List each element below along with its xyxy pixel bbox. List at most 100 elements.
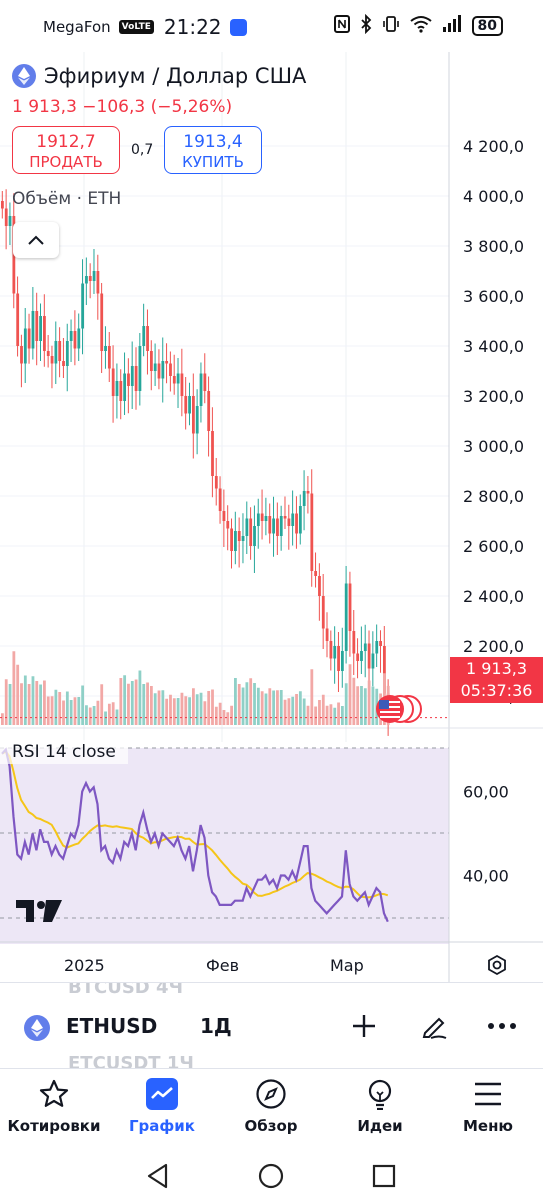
volume-bar: [27, 684, 31, 725]
candle: [54, 341, 58, 364]
notification-app-icon: [229, 18, 247, 36]
volume-bar: [104, 711, 107, 725]
volume-bar: [81, 685, 85, 725]
candle: [237, 531, 241, 541]
more-options-icon[interactable]: [486, 1010, 518, 1042]
economic-events-icon[interactable]: [374, 692, 424, 726]
volume-bar: [50, 696, 54, 725]
candle: [298, 506, 302, 534]
chart-settings-icon[interactable]: [486, 954, 508, 980]
volume-bar: [138, 670, 142, 725]
volume-bar: [340, 706, 344, 725]
bluetooth-icon: [360, 13, 372, 38]
candle: [58, 341, 62, 361]
symbol-title: Эфириум / Доллар США: [44, 64, 307, 88]
nav-item-quotes[interactable]: Котировки: [4, 1069, 104, 1153]
tradingview-logo-icon[interactable]: [16, 900, 62, 926]
volume-bar: [363, 688, 367, 725]
candle: [302, 491, 306, 506]
candle: [111, 368, 115, 396]
back-icon[interactable]: [142, 1160, 174, 1192]
candle: [46, 351, 50, 356]
candle: [245, 518, 249, 536]
nav-label: Котировки: [7, 1117, 101, 1135]
candle: [211, 431, 214, 476]
volume-bar: [88, 707, 92, 725]
recents-icon[interactable]: [368, 1160, 400, 1192]
candle: [306, 491, 310, 494]
candle: [81, 283, 85, 329]
candle: [35, 311, 39, 341]
candle: [352, 631, 356, 654]
candle: [27, 328, 31, 349]
buy-button[interactable]: 1913,4 КУПИТЬ: [164, 126, 262, 174]
candle: [23, 328, 27, 364]
candle: [375, 641, 379, 654]
volume-bar: [264, 693, 268, 725]
volume-bar: [96, 700, 100, 725]
candle: [43, 316, 46, 351]
volume-bar: [291, 696, 295, 725]
price-axis-label: 3 000,0: [463, 437, 524, 456]
price-axis-label: 2 800,0: [463, 487, 524, 506]
chart-area[interactable]: 4 200,0 4 000,0 3 800,0 3 600,0 3 400,0 3 200…: [0, 52, 543, 982]
candle: [226, 521, 230, 529]
volume-bar: [237, 684, 241, 725]
collapse-legend-button[interactable]: [13, 222, 59, 258]
candle-countdown: 05:37:36: [460, 681, 533, 700]
volume-bar: [260, 691, 264, 725]
candle: [92, 271, 96, 281]
volume-bar: [146, 682, 149, 725]
volume-bar: [20, 683, 23, 725]
compass-icon: [254, 1077, 288, 1111]
candle: [172, 376, 176, 384]
price-axis-label: 3 200,0: [463, 387, 524, 406]
volume-bar: [211, 689, 214, 725]
symbol-header[interactable]: Эфириум / Доллар США: [12, 64, 306, 88]
price-axis-label: 2 400,0: [463, 587, 524, 606]
volume-bar: [234, 678, 237, 725]
price-axis-label: 2 200,0: [463, 637, 524, 656]
bottom-navigation: Котировки График Обзор Идеи Меню: [0, 1068, 543, 1152]
volume-bar: [65, 691, 69, 725]
candle: [230, 528, 233, 551]
volume-bar: [111, 702, 115, 725]
volume-bar: [287, 698, 291, 725]
nav-item-overview[interactable]: Обзор: [221, 1069, 321, 1153]
volume-bar: [268, 688, 272, 725]
volume-bar: [149, 686, 153, 725]
candle: [39, 316, 42, 341]
price-axis-label: 3 600,0: [463, 287, 524, 306]
candle: [142, 326, 146, 346]
candle: [203, 373, 207, 391]
candle: [344, 583, 348, 651]
price-change-percent: (−5,26%): [150, 97, 233, 117]
ghost-symbol-above: BTCUSD 4Ч: [68, 982, 184, 998]
volume-bar: [333, 707, 337, 725]
volume-bar: [172, 698, 176, 725]
volume-bar: [35, 681, 39, 725]
candle: [333, 646, 337, 659]
sell-button[interactable]: 1912,7 ПРОДАТЬ: [12, 126, 120, 174]
candle: [337, 646, 340, 671]
price-chart[interactable]: 4 200,0 4 000,0 3 800,0 3 600,0 3 400,0 3 200…: [0, 52, 543, 982]
nav-item-ideas[interactable]: Идеи: [330, 1069, 430, 1153]
volume-bar: [203, 701, 207, 725]
candle: [77, 328, 81, 349]
drawing-tools-icon[interactable]: [418, 1010, 450, 1042]
volume-bar: [360, 686, 363, 725]
volume-bar: [69, 700, 73, 725]
nav-item-menu[interactable]: Меню: [438, 1069, 538, 1153]
volume-bar: [4, 679, 8, 725]
interval-selector[interactable]: 1Д: [200, 1014, 232, 1038]
rsi-axis-label: 40,00: [463, 867, 509, 886]
volume-indicator-label[interactable]: Объём · ETH: [12, 189, 122, 209]
nav-item-chart[interactable]: График: [112, 1069, 212, 1153]
rsi-indicator-label[interactable]: RSI 14 close: [0, 740, 128, 764]
symbol-selector[interactable]: ETHUSD: [66, 1014, 158, 1038]
spread-value: 0,7: [131, 142, 154, 158]
candle: [367, 643, 371, 669]
home-icon[interactable]: [255, 1160, 287, 1192]
nav-label: Идеи: [357, 1117, 403, 1135]
add-icon[interactable]: [348, 1010, 380, 1042]
